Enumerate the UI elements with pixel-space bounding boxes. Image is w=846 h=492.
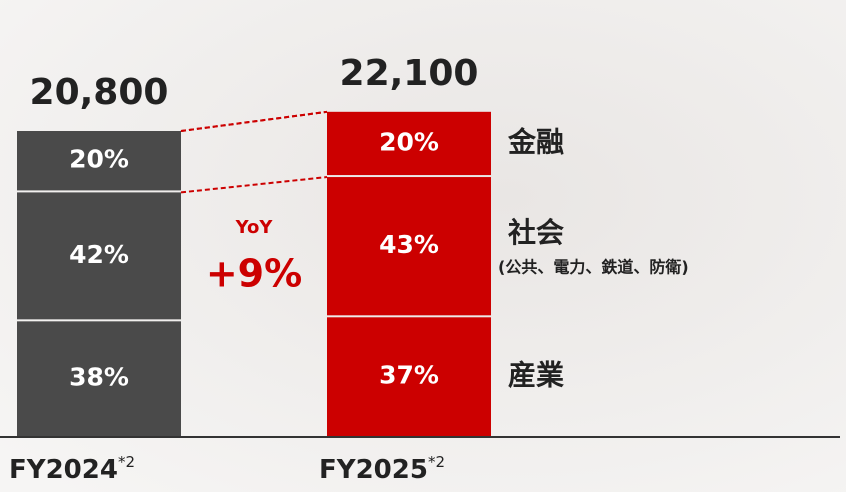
- bar-segment: [327, 111, 491, 176]
- series-note: (公共、電力、鉄道、防衛): [498, 258, 689, 277]
- bar-segment: [17, 192, 181, 320]
- annotation-label: YoY: [235, 217, 274, 238]
- connector: [180, 176, 328, 194]
- segment-label: 20%: [69, 145, 129, 174]
- total-label: 22,100: [340, 53, 479, 94]
- connector: [180, 110, 328, 132]
- series-label: 社会: [508, 216, 564, 249]
- x-tick-label: FY2024*2: [9, 453, 135, 485]
- series-label: 金融: [507, 125, 564, 158]
- category: FY2025: [319, 455, 428, 485]
- segment-label: 42%: [69, 240, 129, 269]
- segment-label: 38%: [69, 363, 129, 392]
- category: FY2024: [9, 455, 118, 485]
- bar-segment: [327, 317, 491, 436]
- bar-segment: [327, 177, 491, 316]
- total-label: 20,800: [30, 72, 169, 113]
- annotation-value: +9%: [206, 252, 302, 296]
- segment-label: 43%: [379, 230, 439, 259]
- segment-label: 20%: [379, 127, 439, 156]
- segment-label: 37%: [379, 361, 439, 390]
- footnote: *2: [118, 453, 135, 471]
- bar-segment: [17, 131, 181, 191]
- bar-segment: [17, 321, 181, 436]
- x-tick-label: FY2025*2: [319, 453, 445, 485]
- series-label: 産業: [508, 359, 564, 392]
- footnote: *2: [428, 453, 445, 471]
